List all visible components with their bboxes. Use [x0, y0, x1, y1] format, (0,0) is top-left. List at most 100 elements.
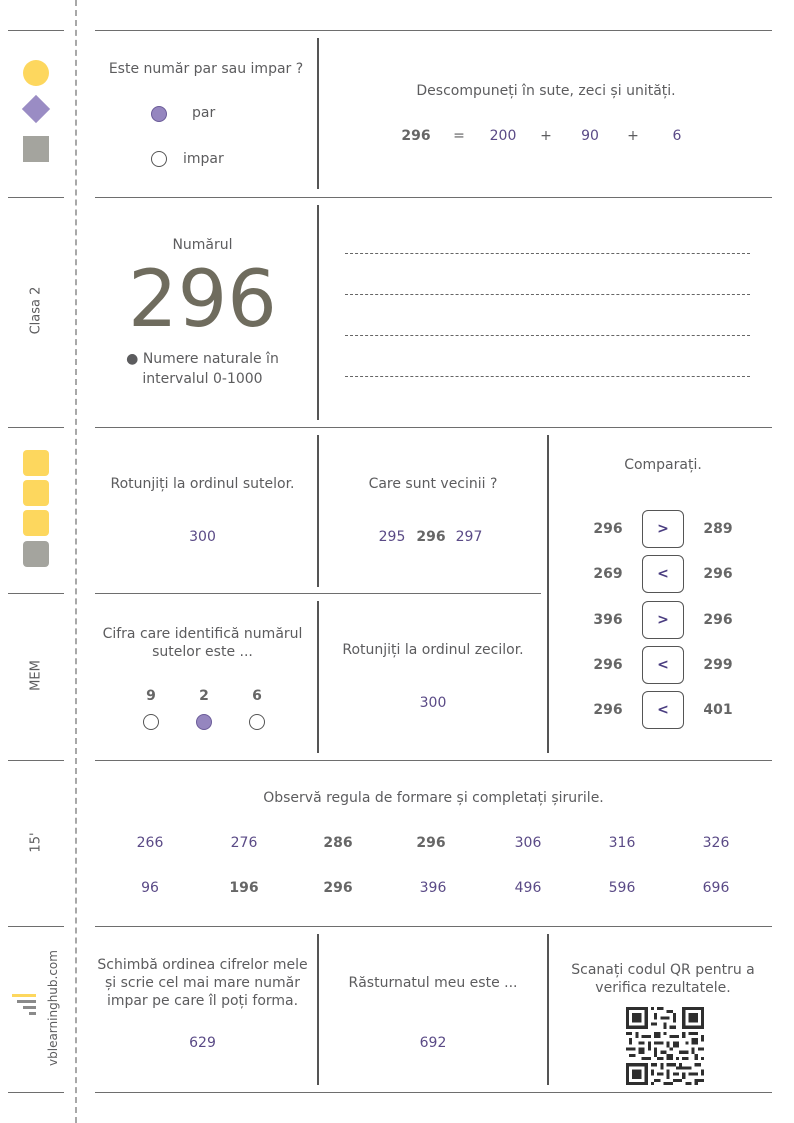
sequence-value: 326 [702, 835, 730, 851]
sequence-value: 296 [416, 835, 446, 851]
logo-bar-icon [29, 1012, 36, 1015]
decompose-number: 296 [401, 128, 431, 144]
compare-left: 296 [593, 521, 623, 537]
sequence-value: 266 [136, 835, 164, 851]
logo-bar-icon [12, 994, 36, 997]
hundreds-answer: 200 [489, 128, 517, 144]
column-divider [317, 435, 319, 587]
compare-left: 396 [593, 612, 623, 628]
qr-code-icon[interactable] [626, 1007, 704, 1085]
column-divider [317, 601, 319, 753]
compare-left: 296 [593, 657, 623, 673]
qr-caption: verifica rezultatele. [595, 980, 731, 996]
round-hundreds-answer: 300 [189, 529, 216, 545]
compare-sign-box[interactable]: > [642, 601, 684, 639]
sidebar-divider [8, 926, 64, 927]
answer-line[interactable] [345, 253, 750, 254]
sequence-value: 286 [323, 835, 353, 851]
parity-option-label: par [192, 105, 216, 121]
answer-line[interactable] [345, 376, 750, 377]
section-divider [95, 30, 772, 31]
topic-line: intervalul 0-1000 [142, 371, 263, 387]
site-label: vblearninghub.com [46, 950, 60, 1066]
digit-option-label: 6 [252, 688, 262, 704]
round-hundreds-question: Rotunjiți la ordinul sutelor. [110, 476, 295, 492]
digit-option-radio[interactable] [196, 714, 212, 730]
column-divider [317, 205, 319, 420]
sidebar-divider [8, 197, 64, 198]
compare-right: 296 [703, 566, 733, 582]
compare-sign-box[interactable]: < [642, 691, 684, 729]
answer-line[interactable] [345, 335, 750, 336]
subject-label: MEM [28, 660, 44, 691]
column-divider [317, 934, 319, 1085]
difficulty-block-filled [23, 510, 49, 536]
sequence-value: 316 [608, 835, 636, 851]
digit-option-radio[interactable] [143, 714, 159, 730]
equals-sign: = [453, 128, 465, 144]
section-divider [95, 593, 541, 594]
digit-option-radio[interactable] [249, 714, 265, 730]
sidebar-divider [8, 1092, 64, 1093]
compare-left: 269 [593, 566, 623, 582]
sidebar-divider [8, 30, 64, 31]
column-divider [547, 435, 549, 753]
cut-line [75, 0, 77, 1123]
parity-option-radio[interactable] [151, 106, 167, 122]
compare-right: 299 [703, 657, 733, 673]
neighbors-question: Care sunt vecinii ? [368, 476, 498, 492]
parity-question: Este număr par sau impar ? [108, 61, 304, 77]
decompose-instruction: Descompuneți în sute, zeci și unități. [416, 83, 676, 99]
section-divider [95, 197, 772, 198]
digit-option-label: 9 [146, 688, 156, 704]
compare-right: 401 [703, 702, 733, 718]
sequence-value: 276 [230, 835, 258, 851]
sequence-value: 396 [419, 880, 447, 896]
neighbor-center: 296 [416, 529, 446, 545]
hundreds-digit-question: Cifra care identifică numărul [102, 626, 303, 642]
difficulty-block-filled [23, 480, 49, 506]
compare-sign-box[interactable]: > [642, 510, 684, 548]
reorder-question: și scrie cel mai mare număr [105, 975, 300, 991]
circle-icon [23, 60, 49, 86]
sequence-value: 296 [323, 880, 353, 896]
compare-right: 289 [703, 521, 733, 537]
reorder-question: Schimbă ordinea cifrelor mele [97, 957, 308, 973]
tens-answer: 90 [581, 128, 599, 144]
featured-number: 296 [128, 255, 277, 345]
section-divider [95, 427, 772, 428]
parity-option-radio[interactable] [151, 151, 167, 167]
units-answer: 6 [672, 128, 682, 144]
column-divider [547, 934, 549, 1085]
compare-left: 296 [593, 702, 623, 718]
compare-sign-box[interactable]: < [642, 555, 684, 593]
number-caption: Numărul [172, 237, 233, 253]
reorder-answer: 629 [189, 1035, 216, 1051]
compare-sign-box[interactable]: < [642, 646, 684, 684]
compare-title: Comparați. [624, 457, 702, 473]
answer-line[interactable] [345, 294, 750, 295]
sequence-value: 596 [608, 880, 636, 896]
section-divider [95, 926, 772, 927]
sidebar-divider [8, 760, 64, 761]
class-label: Clasa 2 [28, 286, 44, 335]
logo-bar-icon [23, 1006, 36, 1009]
reorder-question: impar pe care îl poți forma. [106, 993, 299, 1009]
neighbor-right: 297 [455, 529, 483, 545]
section-divider [95, 1092, 772, 1093]
sequence-value: 96 [141, 880, 159, 896]
square-icon [23, 136, 49, 162]
diamond-icon [21, 94, 51, 124]
compare-right: 296 [703, 612, 733, 628]
column-divider [317, 38, 319, 189]
difficulty-block-filled [23, 450, 49, 476]
sequence-value: 306 [514, 835, 542, 851]
logo-bar-icon [17, 1000, 36, 1003]
sidebar-divider [8, 427, 64, 428]
difficulty-block-empty [23, 541, 49, 567]
time-label: 15' [28, 832, 44, 853]
qr-caption: Scanați codul QR pentru a [571, 962, 755, 978]
sequence-instruction: Observă regula de formare și completați … [263, 790, 604, 806]
reverse-answer: 692 [419, 1035, 447, 1051]
sequence-value: 496 [514, 880, 542, 896]
